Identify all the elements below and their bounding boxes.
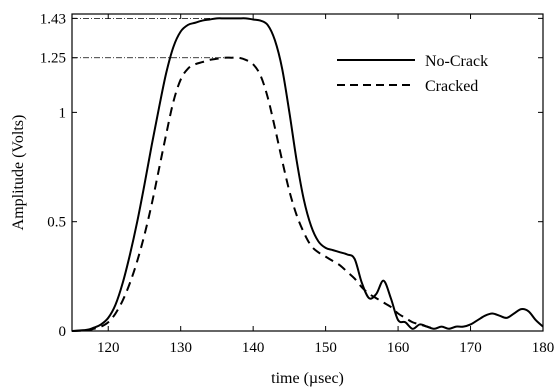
annotation-layer xyxy=(72,17,232,59)
legend: No-Crack Cracked xyxy=(330,44,510,96)
plot-frame xyxy=(71,13,544,332)
x-tick-label: 150 xyxy=(314,340,337,356)
legend-entry-no-crack: No-Crack xyxy=(425,53,488,70)
legend-background xyxy=(330,44,510,96)
y-tick-label: 0 xyxy=(59,324,67,340)
x-tick-label: 130 xyxy=(169,340,192,356)
legend-entry-cracked: Cracked xyxy=(425,78,478,95)
y-tick-label: 1.43 xyxy=(40,11,66,27)
tick-layer: 120 130 140 150 160 170 180 0 0.5 1 1.25 1.43 xyxy=(40,11,555,356)
x-tick-label: 140 xyxy=(242,340,265,356)
y-tick-label: 0.5 xyxy=(47,215,66,231)
x-tick-label: 170 xyxy=(459,340,482,356)
x-tick-label: 160 xyxy=(387,340,410,356)
x-axis-label: time (µsec) xyxy=(271,370,344,387)
y-axis-label: Amplitude (Volts) xyxy=(10,115,27,231)
series-layer xyxy=(71,17,544,332)
y-tick-label: 1.25 xyxy=(40,51,66,67)
x-tick-label: 120 xyxy=(97,340,120,356)
series-line-cracked xyxy=(71,56,435,332)
y-tick-label: 1 xyxy=(59,105,67,121)
x-tick-label: 180 xyxy=(532,340,555,356)
series-line-no-crack xyxy=(71,17,544,332)
